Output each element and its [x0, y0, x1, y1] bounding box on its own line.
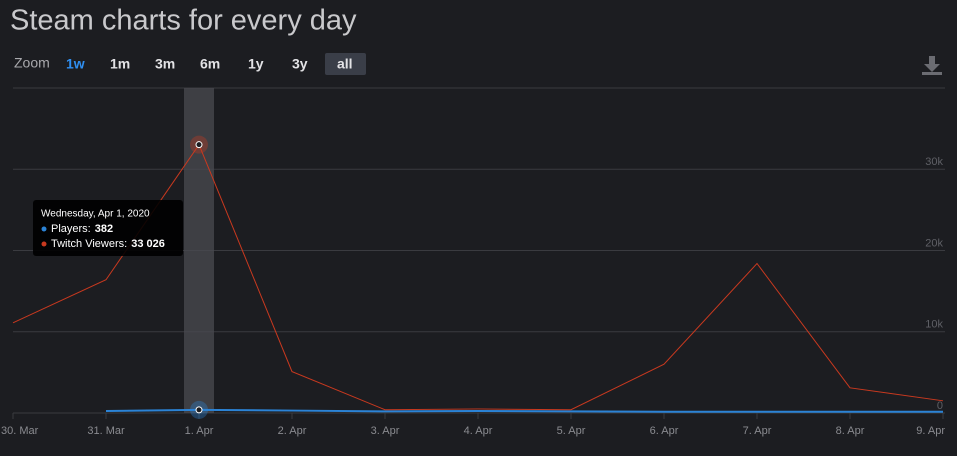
zoom-button[interactable]: 3m [155, 56, 175, 72]
tooltip-value: 33 026 [131, 238, 165, 250]
x-tick-label: 4. Apr [464, 425, 493, 437]
x-tick-label: 6. Apr [650, 425, 679, 437]
series-line [105, 408, 943, 413]
x-tick-label: 31. Mar [87, 425, 125, 437]
zoom-button[interactable]: 1m [110, 56, 130, 72]
x-tick-label: 3. Apr [371, 425, 400, 437]
download-icon[interactable] [922, 56, 942, 75]
zoom-button[interactable]: all [337, 56, 353, 72]
tooltip-entry: Twitch Viewers: 33 026 [51, 238, 165, 250]
zoom-button[interactable]: 3y [292, 56, 308, 72]
tooltip-label: Players: [51, 223, 91, 235]
zoom-button[interactable]: 1y [248, 56, 264, 72]
tooltip-bg [33, 200, 183, 256]
x-tick-label: 30. Mar [1, 425, 39, 437]
download-arrow-head [924, 64, 940, 72]
tooltip-entry: Players: 382 [51, 223, 113, 235]
x-tick-label: 7. Apr [743, 425, 772, 437]
y-tick-label: 20k [925, 237, 943, 249]
tooltip-value: 382 [95, 223, 113, 235]
hover-point [195, 406, 203, 414]
x-tick-label: 1. Apr [185, 425, 214, 437]
x-tick-label: 9. Apr [916, 425, 945, 437]
tooltip-label: Twitch Viewers: [51, 238, 127, 250]
x-tick-label: 8. Apr [836, 425, 865, 437]
tooltip-title: Wednesday, Apr 1, 2020 [41, 209, 150, 220]
series-line [12, 143, 944, 411]
zoom-button[interactable]: 1w [66, 56, 85, 72]
tooltip: Wednesday, Apr 1, 2020 Players: 382 Twitch … [33, 200, 183, 256]
download-base [922, 72, 942, 75]
zoom-button[interactable]: 6m [200, 56, 220, 72]
download-arrow [929, 56, 935, 65]
zoom-label: Zoom [14, 55, 50, 71]
hover-point [195, 141, 203, 149]
chart-title: Steam charts for every day [10, 5, 357, 37]
y-tick-label: 0 [937, 400, 943, 412]
y-tick-label: 10k [925, 319, 943, 331]
zoom-button-bg [325, 53, 366, 75]
x-tick-label: 2. Apr [278, 425, 307, 437]
tooltip-dot [41, 226, 47, 232]
x-tick-label: 5. Apr [557, 425, 586, 437]
y-tick-label: 30k [925, 156, 943, 168]
tooltip-dot [41, 241, 47, 247]
